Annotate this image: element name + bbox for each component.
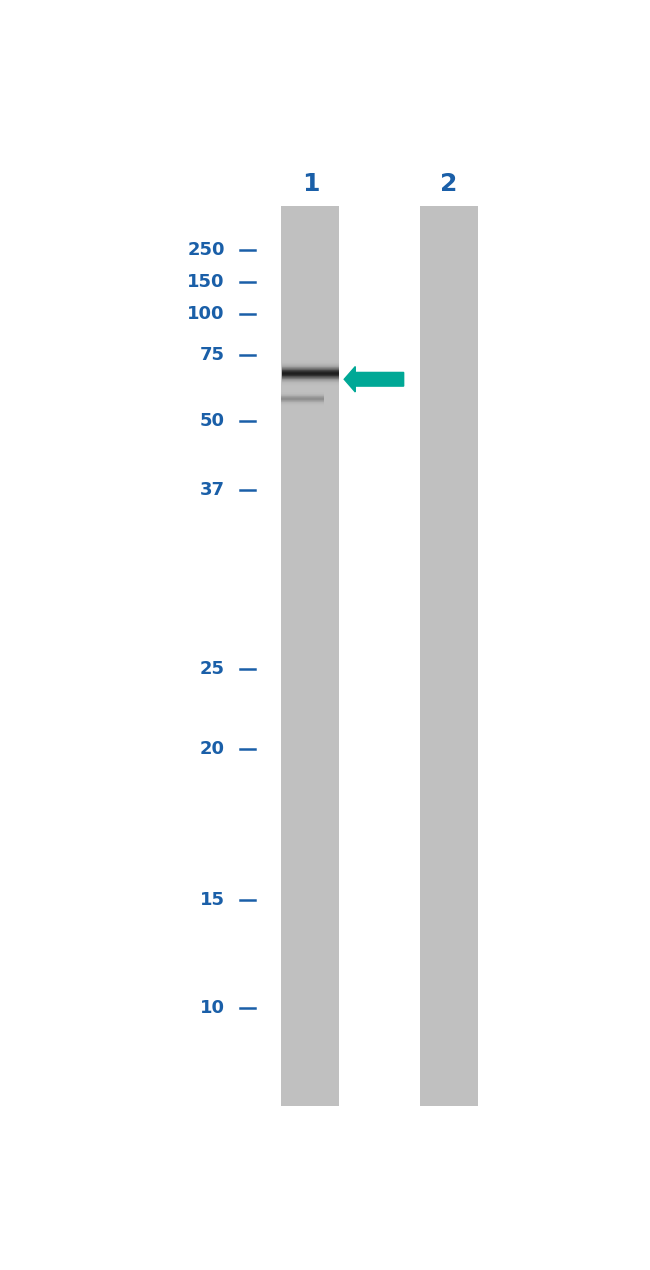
Text: 150: 150	[187, 273, 225, 291]
FancyArrow shape	[344, 367, 404, 392]
Text: 100: 100	[187, 305, 225, 323]
Bar	[420, 206, 478, 1106]
Text: 10: 10	[200, 999, 225, 1017]
Text: 50: 50	[200, 413, 225, 431]
Text: 20: 20	[200, 740, 225, 758]
Text: 250: 250	[187, 241, 225, 259]
Text: 25: 25	[200, 659, 225, 678]
Text: 75: 75	[200, 345, 225, 363]
Text: 2: 2	[440, 171, 458, 196]
Text: 15: 15	[200, 892, 225, 909]
Text: 37: 37	[200, 481, 225, 499]
Bar	[281, 206, 339, 1106]
Text: 1: 1	[302, 171, 319, 196]
